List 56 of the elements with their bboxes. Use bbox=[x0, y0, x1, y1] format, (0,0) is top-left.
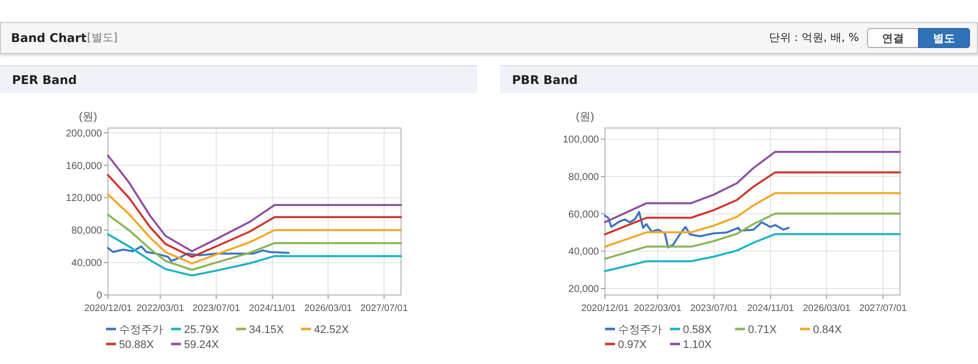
chart-title: PBR Band bbox=[500, 65, 978, 93]
legend-label: 59.24X bbox=[184, 339, 220, 351]
legend-label: 42.52X bbox=[314, 324, 350, 336]
y-tick-label: 20,000 bbox=[568, 284, 600, 295]
text: 단위 : 억원, 배, % bbox=[768, 30, 859, 46]
x-tick-label: 2023/07/01 bbox=[192, 303, 240, 314]
line-series bbox=[107, 233, 402, 277]
x-tick-label: 2026/03/01 bbox=[802, 303, 850, 314]
line-series bbox=[604, 212, 901, 260]
legend-label: 50.88X bbox=[119, 339, 155, 351]
line-series bbox=[604, 210, 790, 248]
text: 연결 bbox=[867, 28, 919, 48]
y-tick-label: 60,000 bbox=[568, 209, 600, 220]
legend-label: 0.97X bbox=[618, 339, 648, 351]
legend-label: 수정주가 bbox=[119, 324, 163, 336]
text: [별도] bbox=[87, 30, 118, 46]
legend-label: 0.71X bbox=[748, 324, 778, 336]
line-series bbox=[107, 245, 290, 262]
y-tick-label: 200,000 bbox=[66, 128, 102, 140]
legend-label: 수정주가 bbox=[618, 324, 662, 336]
text: 별도 bbox=[918, 28, 970, 48]
x-tick-label: 2027/07/01 bbox=[360, 303, 408, 314]
x-tick-label: 2022/03/01 bbox=[634, 303, 682, 314]
legend-label: 0.58X bbox=[683, 324, 712, 336]
y-tick-label: 40,000 bbox=[71, 258, 102, 270]
x-tick-label: 2027/07/01 bbox=[859, 303, 907, 314]
legend-label: 25.79X bbox=[184, 324, 220, 336]
y-tick-label: 100,000 bbox=[562, 134, 600, 146]
x-tick-label: 2022/03/01 bbox=[136, 303, 184, 314]
line-series bbox=[107, 154, 402, 252]
line-series bbox=[107, 174, 402, 258]
x-tick-label: 2024/11/01 bbox=[747, 303, 794, 314]
x-tick-label: 2023/07/01 bbox=[690, 303, 738, 314]
legend-label: 34.15X bbox=[249, 324, 285, 336]
x-tick-label: 2020/12/01 bbox=[84, 303, 132, 314]
y-tick-label: 120,000 bbox=[66, 193, 102, 204]
line-series bbox=[604, 171, 901, 236]
x-tick-label: 2020/12/01 bbox=[581, 303, 629, 314]
y-axis-title: (원) bbox=[576, 111, 594, 123]
y-tick-label: 0 bbox=[96, 290, 102, 302]
line-series bbox=[604, 150, 901, 224]
chart-title: PER Band bbox=[0, 65, 477, 93]
y-tick-label: 40,000 bbox=[568, 246, 600, 258]
legend-label: 1.10X bbox=[683, 339, 712, 351]
text: Band Chart bbox=[11, 30, 87, 47]
line-series bbox=[604, 192, 901, 248]
x-tick-label: 2026/03/01 bbox=[304, 303, 352, 314]
x-tick-label: 2024/11/01 bbox=[249, 303, 296, 314]
legend-label: 0.84X bbox=[813, 324, 842, 336]
y-tick-label: 80,000 bbox=[568, 172, 600, 184]
line-series bbox=[604, 233, 901, 272]
line-series bbox=[107, 193, 402, 264]
y-axis-title: (원) bbox=[78, 111, 98, 123]
y-tick-label: 80,000 bbox=[71, 226, 102, 237]
line-series bbox=[107, 214, 402, 271]
y-tick-label: 160,000 bbox=[66, 160, 102, 172]
